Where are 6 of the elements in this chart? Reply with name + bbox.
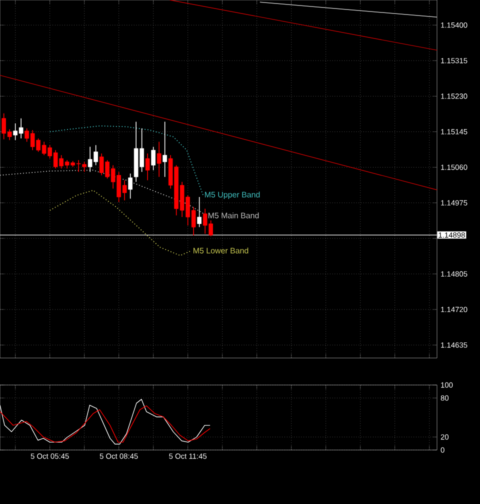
candlestick [151, 146, 156, 171]
candlestick [145, 153, 150, 181]
candlestick [128, 173, 132, 200]
candlestick [197, 196, 202, 228]
candlestick [156, 141, 162, 178]
candlestick [162, 121, 167, 178]
